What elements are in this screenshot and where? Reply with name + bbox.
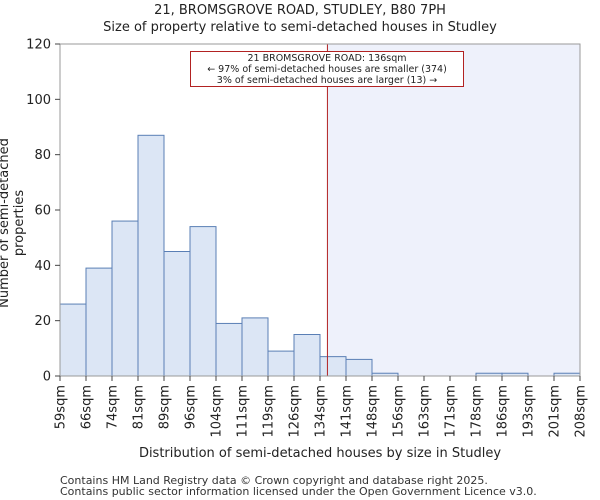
histogram-bar	[293, 334, 321, 377]
x-tick-label: 126sqm	[288, 385, 303, 438]
footer-licence: Contains public sector information licen…	[60, 485, 537, 498]
x-tick-label: 104sqm	[210, 385, 225, 438]
histogram-bar	[111, 220, 139, 377]
annotation-line-3: 3% of semi-detached houses are larger (1…	[216, 75, 438, 86]
x-tick-label: 171sqm	[444, 385, 459, 438]
x-tick-label: 74sqm	[106, 385, 121, 429]
chart-title: 21, BROMSGROVE ROAD, STUDLEY, B80 7PH	[154, 3, 446, 18]
histogram-bar	[189, 226, 217, 377]
histogram-bar	[267, 350, 295, 377]
histogram-bar	[241, 317, 269, 377]
annotation-line-2: ← 97% of semi-detached houses are smalle…	[207, 64, 447, 75]
x-tick-label: 186sqm	[496, 385, 511, 438]
y-tick-label: 20	[34, 314, 51, 329]
histogram-bar	[215, 322, 243, 377]
x-tick-label: 89sqm	[158, 385, 173, 429]
y-tick-label: 0	[43, 370, 51, 385]
x-tick-label: 156sqm	[392, 385, 407, 438]
x-tick-label: 119sqm	[262, 385, 277, 438]
x-tick-label: 163sqm	[418, 385, 433, 438]
histogram-bar	[59, 303, 87, 377]
x-tick-label: 81sqm	[132, 385, 147, 429]
x-tick-label: 208sqm	[574, 385, 589, 438]
histogram-bar	[319, 356, 347, 377]
x-tick-label: 193sqm	[522, 385, 537, 438]
y-axis-label: Number of semi-detached properties	[0, 138, 27, 308]
x-tick-label: 111sqm	[236, 385, 251, 438]
y-tick-label: 100	[26, 93, 51, 108]
x-tick-label: 96sqm	[184, 385, 199, 429]
x-tick-label: 148sqm	[366, 385, 381, 438]
x-tick-label: 201sqm	[548, 385, 563, 438]
histogram-bar	[85, 267, 113, 377]
chart-subtitle: Size of property relative to semi-detach…	[103, 20, 497, 35]
histogram-bar	[163, 251, 191, 377]
x-axis-label: Distribution of semi-detached houses by …	[138, 446, 502, 461]
x-tick-label: 134sqm	[314, 385, 329, 438]
histogram-bar	[345, 358, 373, 377]
property-annotation-box: 21 BROMSGROVE ROAD: 136sqm ← 97% of semi…	[190, 51, 464, 87]
y-tick-label: 60	[34, 204, 51, 219]
x-tick-label: 59sqm	[54, 385, 69, 429]
larger-region-shade	[327, 44, 580, 376]
histogram-bar	[137, 134, 165, 377]
y-tick-label: 120	[26, 38, 51, 53]
annotation-line-1: 21 BROMSGROVE ROAD: 136sqm	[247, 53, 407, 64]
x-tick-label: 66sqm	[80, 385, 95, 429]
y-tick-label: 80	[34, 148, 51, 163]
y-tick-label: 40	[34, 259, 51, 274]
x-tick-label: 141sqm	[340, 385, 355, 438]
footer-copyright: Contains HM Land Registry data © Crown c…	[60, 474, 488, 487]
x-tick-label: 178sqm	[470, 385, 485, 438]
